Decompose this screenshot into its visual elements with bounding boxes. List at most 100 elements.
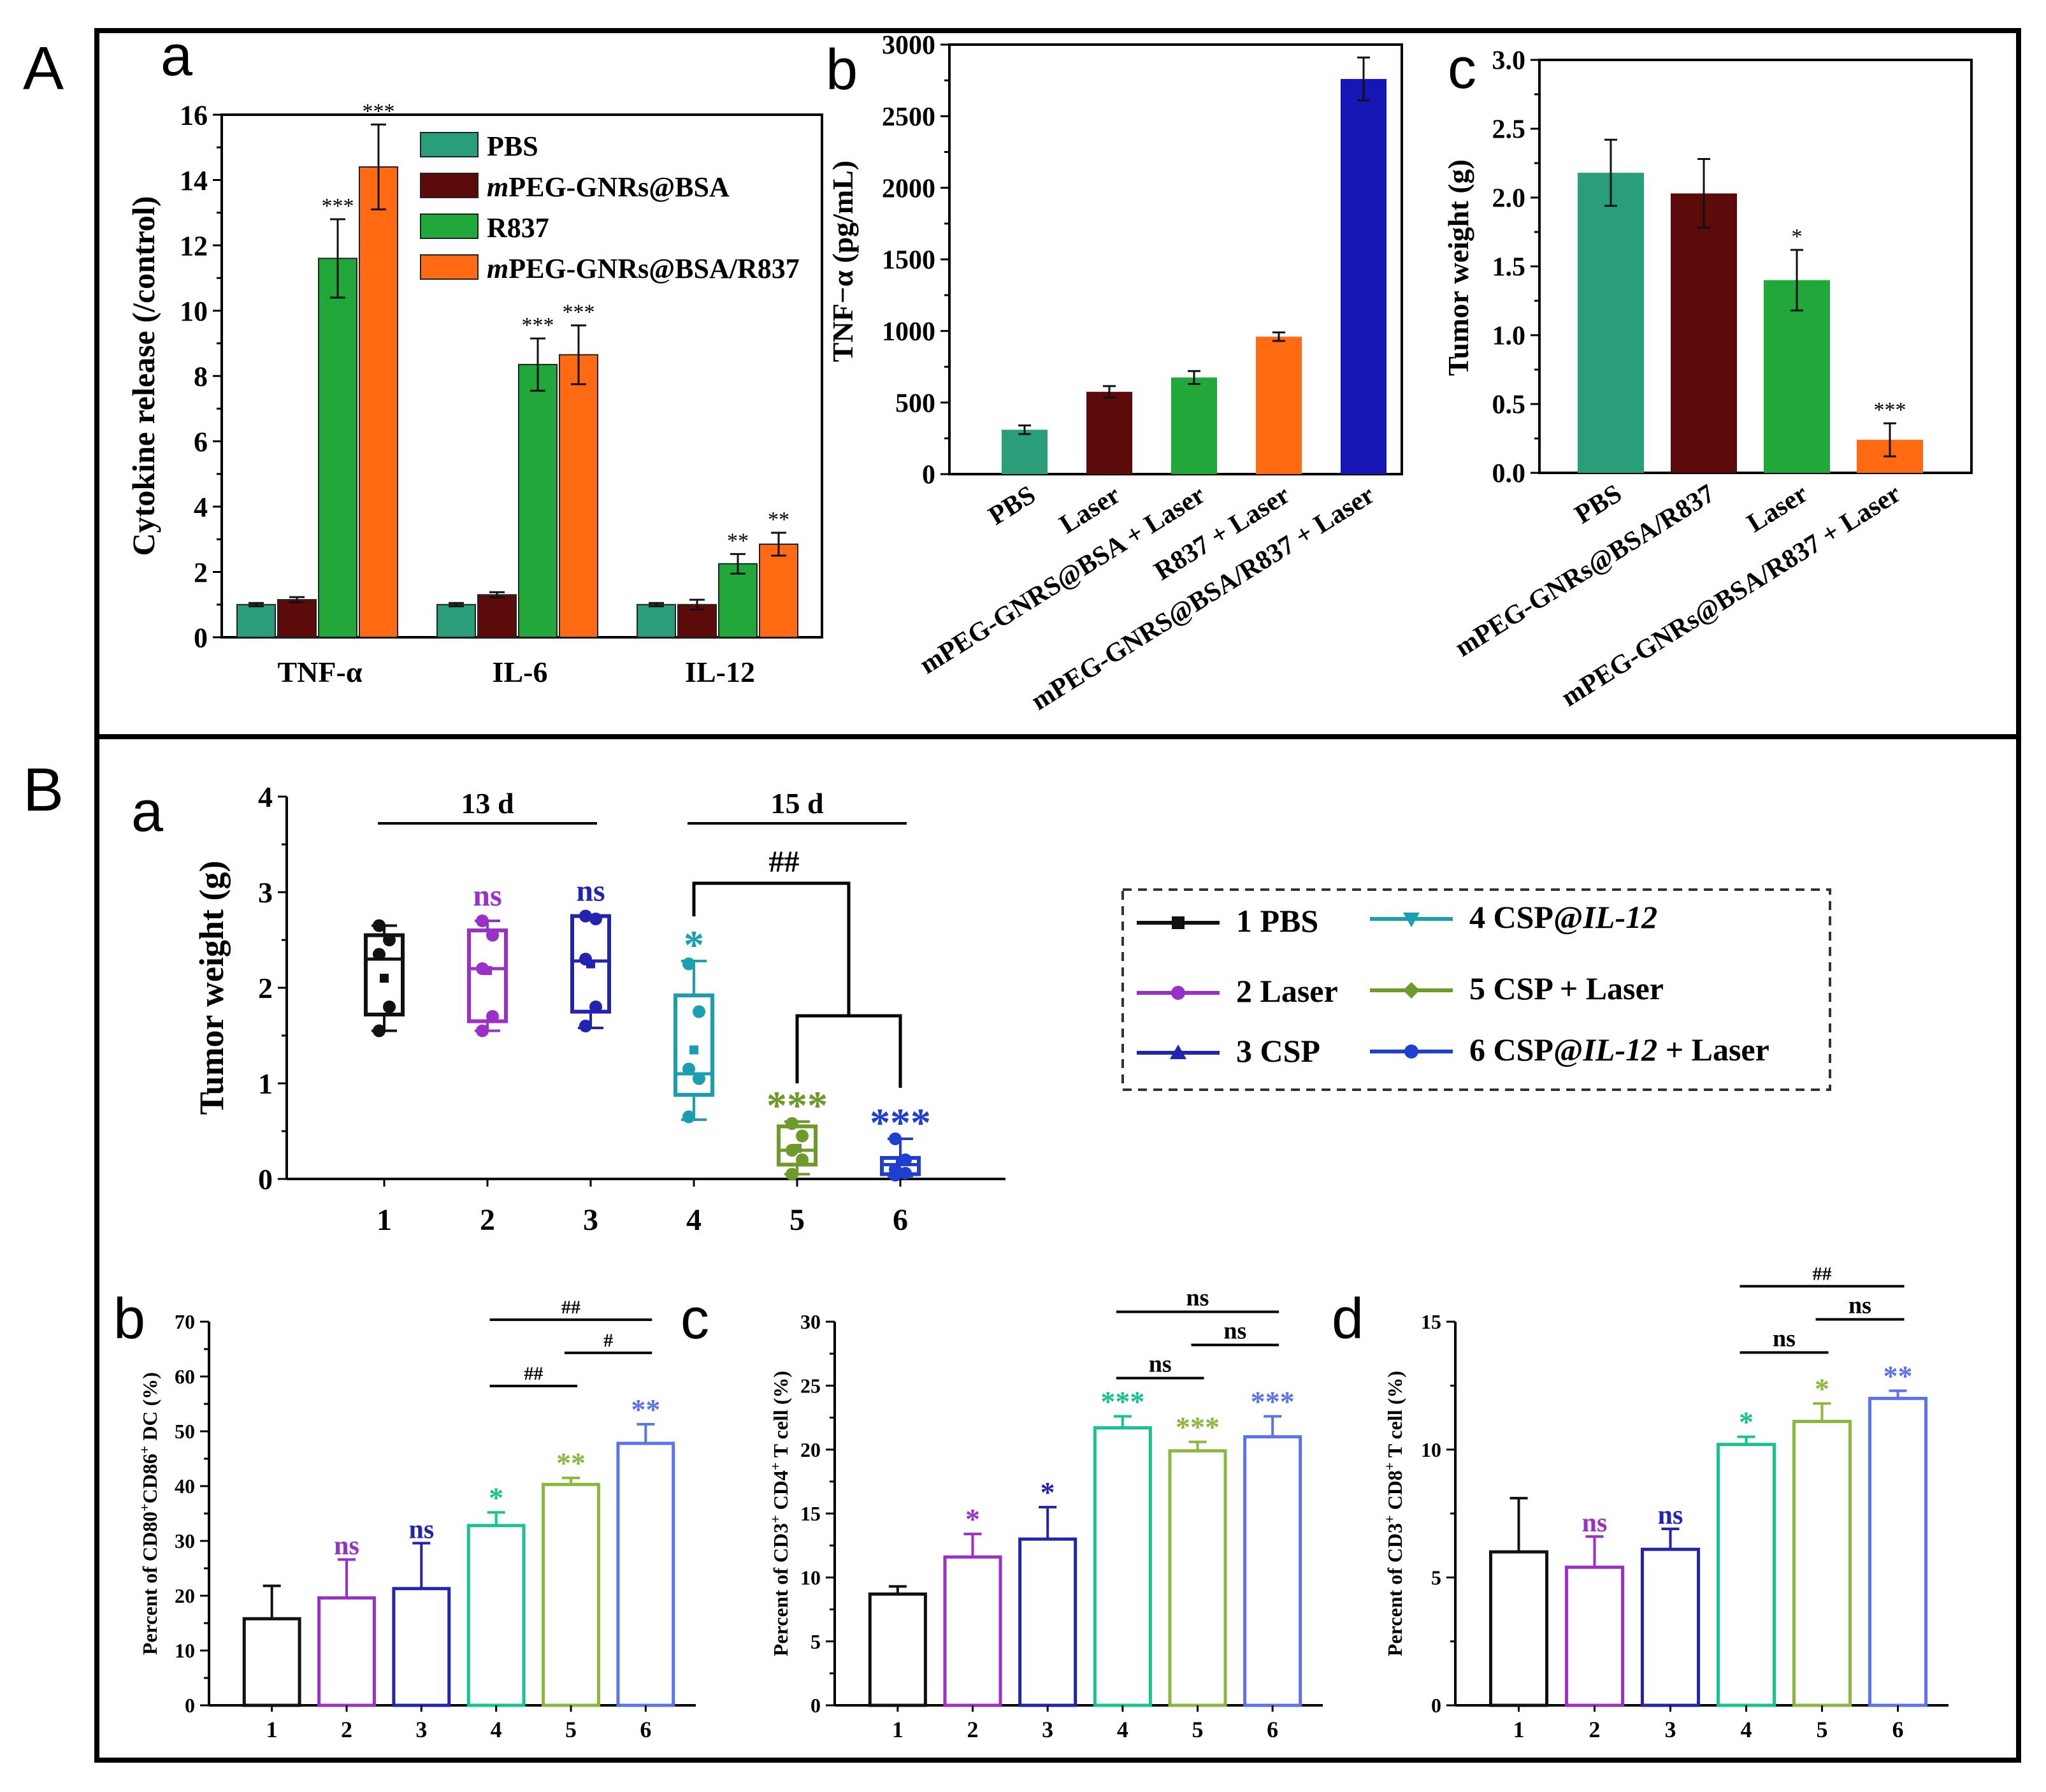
significance-label: *** <box>1100 1385 1144 1417</box>
y-tick-label: 1.5 <box>1492 253 1526 282</box>
y-tick-label: 2 <box>258 972 273 1004</box>
bar <box>1640 1547 1701 1707</box>
data-point <box>786 1167 798 1181</box>
bracket-label: 13 d <box>461 787 514 820</box>
y-tick-label: 500 <box>895 389 935 418</box>
legend-swatch <box>420 213 479 239</box>
bracket-label: 15 d <box>770 787 824 820</box>
y-tick-label: 10 <box>1421 1438 1441 1461</box>
x-tick-label: 1 <box>377 1203 392 1237</box>
significance-label: ns <box>473 879 501 913</box>
comparison-label: ns <box>1848 1292 1871 1319</box>
bar <box>466 1524 526 1707</box>
legend-number: 1 <box>1236 903 1260 939</box>
comparison-label: ns <box>1223 1317 1246 1344</box>
legend-frame <box>1121 888 1831 1091</box>
y-tick-label: 2500 <box>882 103 935 132</box>
y-axis-title-superscript: + <box>767 1463 783 1471</box>
significance-label: ns <box>334 1531 359 1561</box>
legend-label: R837 <box>487 212 549 243</box>
mean-marker <box>896 1157 905 1166</box>
panel-label-Ac: c <box>1448 37 1476 101</box>
x-tick-label: 3 <box>1665 1717 1676 1742</box>
significance-label: ns <box>408 1515 434 1544</box>
bracket-hash-sub <box>795 1014 902 1088</box>
y-tick-label: 70 <box>175 1310 195 1333</box>
bar <box>1086 391 1132 474</box>
y-tick-label: 2000 <box>882 174 935 203</box>
y-tick-label: 60 <box>175 1365 195 1388</box>
legend-marker <box>1170 1044 1186 1059</box>
data-point <box>682 1110 695 1124</box>
y-tick-label: 4 <box>258 781 273 813</box>
data-point <box>693 1005 705 1018</box>
bar <box>1341 78 1387 475</box>
panel-label-B: B <box>23 756 64 824</box>
x-category-label: IL-6 <box>493 656 548 688</box>
x-tick-label: 5 <box>789 1203 805 1237</box>
significance-label: ns <box>1582 1508 1608 1538</box>
legend-number: 3 <box>1236 1033 1260 1069</box>
y-tick-label: 0.0 <box>1492 459 1526 489</box>
significance-label: ** <box>1884 1359 1913 1392</box>
bar <box>759 543 798 638</box>
data-point <box>476 1024 489 1037</box>
y-axis-title-text: CD8 <box>1383 1470 1406 1515</box>
y-axis-title-text: CD86 <box>138 1454 161 1503</box>
comparison-label: # <box>603 1330 613 1351</box>
data-point <box>486 1010 499 1023</box>
panel-label-Ab: b <box>826 38 858 102</box>
data-point <box>889 1132 902 1145</box>
bar <box>1171 377 1217 474</box>
bar <box>943 1555 1002 1707</box>
y-axis-title-text: Percent of CD3 <box>1383 1523 1406 1656</box>
data-point <box>373 1024 385 1037</box>
x-category-label: PBS <box>1570 479 1627 530</box>
x-tick-label: 1 <box>1513 1717 1525 1742</box>
legend-label: 5 CSP + Laser <box>1469 971 1664 1006</box>
x-tick-label: 4 <box>1117 1717 1128 1742</box>
bar <box>718 563 758 638</box>
significance-label: *** <box>1251 1385 1295 1417</box>
y-axis-title-text: CD4 <box>769 1470 792 1515</box>
significance-label: * <box>1041 1476 1055 1508</box>
legend-swatch <box>420 254 479 280</box>
significance-label: *** <box>1874 398 1906 422</box>
chart-cytokine-release: 0 2 4 6 8 10 12 14 16 TNF-α *** *** IL-6 *** *** IL-12 *… <box>126 99 823 688</box>
data-point <box>383 934 396 946</box>
significance-label: * <box>1792 225 1803 249</box>
x-tick-label: 3 <box>583 1203 598 1237</box>
bar <box>637 603 676 638</box>
comparison-label: ns <box>1149 1350 1172 1377</box>
y-axis-title-text: Percent of CD80 <box>138 1512 161 1655</box>
mean-marker <box>689 1045 698 1055</box>
data-point <box>486 929 499 942</box>
y-tick-label: 5 <box>810 1630 821 1653</box>
legend-label-italic: m <box>487 253 508 284</box>
y-tick-label: 2.0 <box>1492 184 1526 213</box>
legend-label-text: R837 <box>487 212 549 243</box>
data-point <box>786 1117 798 1130</box>
x-tick-label: 2 <box>967 1717 979 1742</box>
comparison-label: ## <box>561 1297 580 1318</box>
significance-label: * <box>1815 1372 1829 1405</box>
y-tick-label: 3 <box>258 876 273 909</box>
x-tick-label: 4 <box>1741 1717 1752 1742</box>
y-tick-label: 0 <box>1431 1694 1441 1717</box>
x-tick-label: 5 <box>1192 1717 1204 1742</box>
data-point <box>589 1001 602 1013</box>
legend-marker <box>1403 913 1420 927</box>
y-tick-label: 1.0 <box>1492 322 1526 351</box>
data-point <box>383 1001 396 1013</box>
significance-label: ** <box>556 1447 586 1479</box>
x-tick-label: 4 <box>491 1717 502 1742</box>
y-tick-label: 4 <box>194 491 208 523</box>
significance-label: * <box>965 1503 980 1535</box>
bracket-hash <box>692 881 851 1016</box>
data-point <box>899 1167 912 1180</box>
y-tick-label: 16 <box>180 99 208 131</box>
y-tick-label: 30 <box>800 1310 821 1333</box>
y-tick-label: 10 <box>180 296 208 327</box>
bar <box>1243 1435 1302 1707</box>
x-tick-label: 1 <box>266 1717 278 1742</box>
